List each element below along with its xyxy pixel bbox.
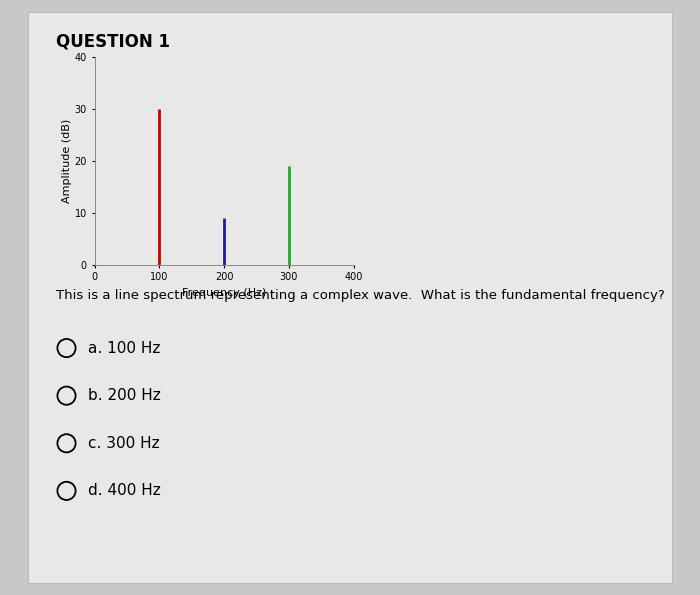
- Text: c. 300 Hz: c. 300 Hz: [88, 436, 159, 451]
- X-axis label: Frequency (Hz): Frequency (Hz): [182, 288, 266, 298]
- Text: d. 400 Hz: d. 400 Hz: [88, 483, 160, 499]
- Text: b. 200 Hz: b. 200 Hz: [88, 388, 160, 403]
- Text: QUESTION 1: QUESTION 1: [56, 33, 170, 51]
- Text: This is a line spectrum representing a complex wave.  What is the fundamental fr: This is a line spectrum representing a c…: [56, 289, 665, 302]
- Y-axis label: Amplitude (dB): Amplitude (dB): [62, 118, 71, 203]
- Text: a. 100 Hz: a. 100 Hz: [88, 340, 160, 356]
